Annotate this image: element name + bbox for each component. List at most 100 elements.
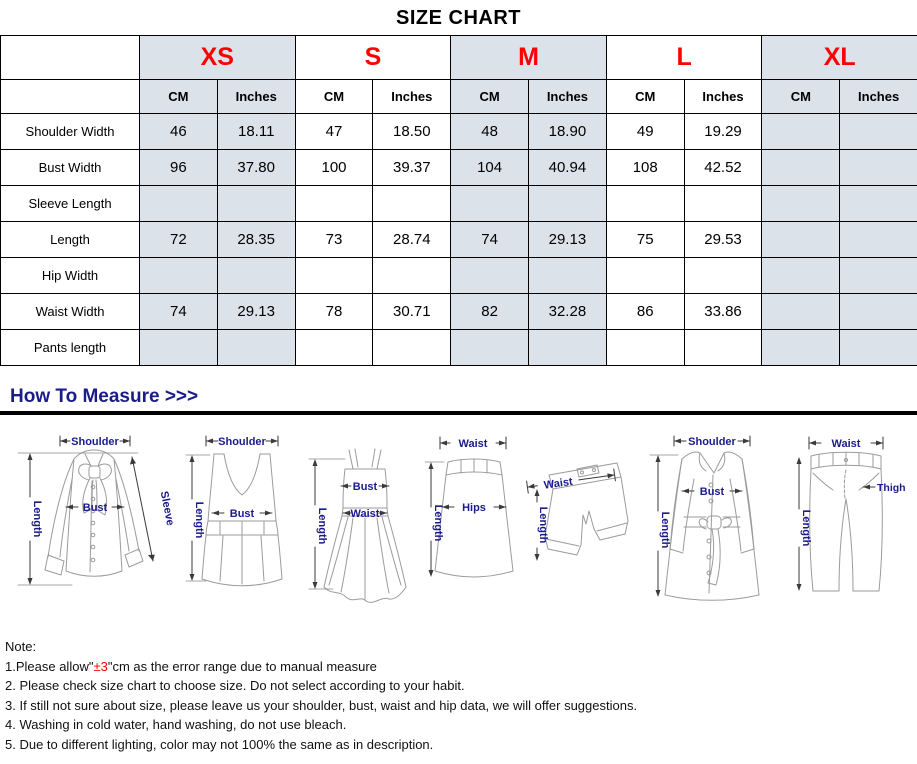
note-line-5: 5. Due to different lighting, color may … bbox=[5, 735, 917, 755]
cell bbox=[451, 258, 529, 294]
cell: 86 bbox=[606, 294, 684, 330]
figure-blouse: Shoulder Length Bust Sleeve bbox=[8, 429, 178, 624]
unit-header-inches: Inches bbox=[373, 80, 451, 114]
coat-length-label: Length bbox=[659, 512, 671, 549]
row-label: Waist Width bbox=[1, 294, 140, 330]
note-1-tolerance: ±3 bbox=[93, 659, 107, 674]
figure-tank-top: Shoulder Length Bust bbox=[178, 429, 303, 624]
cell bbox=[217, 330, 295, 366]
cell bbox=[762, 114, 840, 150]
cell: 75 bbox=[606, 222, 684, 258]
unit-header-inches: Inches bbox=[529, 80, 607, 114]
unit-header-inches: Inches bbox=[684, 80, 762, 114]
cell bbox=[373, 258, 451, 294]
cell bbox=[684, 330, 762, 366]
cell: 48 bbox=[451, 114, 529, 150]
cell: 18.11 bbox=[217, 114, 295, 150]
cell bbox=[762, 330, 840, 366]
page-title: SIZE CHART bbox=[0, 7, 917, 30]
pants-drawing bbox=[810, 452, 883, 591]
cell bbox=[217, 186, 295, 222]
size-header-row: XS S M L XL bbox=[1, 36, 917, 80]
dress-bust-label: Bust bbox=[353, 481, 378, 493]
skirt-drawing bbox=[435, 459, 513, 577]
row-label: Length bbox=[1, 222, 140, 258]
tank-bust-label: Bust bbox=[230, 508, 255, 520]
size-header-xs: XS bbox=[140, 36, 296, 80]
note-line-1: 1.Please allow"±3"cm as the error range … bbox=[5, 657, 917, 677]
note-1-pre: 1.Please allow" bbox=[5, 659, 93, 674]
figure-skirt: Waist Length Hips bbox=[418, 429, 523, 624]
cell: 28.35 bbox=[217, 222, 295, 258]
cell bbox=[840, 114, 917, 150]
blouse-bust-label: Bust bbox=[83, 502, 108, 514]
unit-header-inches: Inches bbox=[217, 80, 295, 114]
cell: 108 bbox=[606, 150, 684, 186]
row-label: Bust Width bbox=[1, 150, 140, 186]
cell bbox=[373, 186, 451, 222]
tank-top-dimension-arrows: Shoulder Length Bust bbox=[186, 436, 278, 581]
cell bbox=[684, 186, 762, 222]
cell: 39.37 bbox=[373, 150, 451, 186]
shorts-drawing bbox=[545, 463, 628, 555]
tank-shoulder-label: Shoulder bbox=[218, 436, 266, 448]
dress-length-label: Length bbox=[316, 508, 328, 545]
row-label: Pants length bbox=[1, 330, 140, 366]
cell bbox=[840, 186, 917, 222]
unit-header-cm: CM bbox=[140, 80, 218, 114]
size-header-l: L bbox=[606, 36, 762, 80]
cell bbox=[140, 186, 218, 222]
cell bbox=[762, 258, 840, 294]
table-row-hip-width: Hip Width bbox=[1, 258, 917, 294]
cell bbox=[606, 258, 684, 294]
cell bbox=[762, 150, 840, 186]
table-row-bust-width: Bust Width 96 37.80 100 39.37 104 40.94 … bbox=[1, 150, 917, 186]
blouse-sleeve-label: Sleeve bbox=[158, 490, 176, 527]
figure-pants: Waist Length Thigh bbox=[783, 429, 905, 624]
tank-length-label: Length bbox=[193, 502, 205, 539]
note-line-4: 4. Washing in cold water, hand washing, … bbox=[5, 715, 917, 735]
cell bbox=[295, 258, 373, 294]
cell: 28.74 bbox=[373, 222, 451, 258]
cell: 96 bbox=[140, 150, 218, 186]
cell: 37.80 bbox=[217, 150, 295, 186]
cell: 30.71 bbox=[373, 294, 451, 330]
table-row-sleeve-length: Sleeve Length bbox=[1, 186, 917, 222]
table-row-shoulder-width: Shoulder Width 46 18.11 47 18.50 48 18.9… bbox=[1, 114, 917, 150]
corner-cell bbox=[1, 36, 140, 80]
cell: 29.53 bbox=[684, 222, 762, 258]
blouse-shoulder-label: Shoulder bbox=[71, 436, 119, 448]
cell: 74 bbox=[140, 294, 218, 330]
cell: 72 bbox=[140, 222, 218, 258]
dress-waist-label: Waist bbox=[351, 508, 380, 520]
cell: 33.86 bbox=[684, 294, 762, 330]
row-label: Sleeve Length bbox=[1, 186, 140, 222]
cell: 74 bbox=[451, 222, 529, 258]
cell: 49 bbox=[606, 114, 684, 150]
cell: 78 bbox=[295, 294, 373, 330]
table-row-length: Length 72 28.35 73 28.74 74 29.13 75 29.… bbox=[1, 222, 917, 258]
cell: 47 bbox=[295, 114, 373, 150]
cell bbox=[529, 330, 607, 366]
cell: 40.94 bbox=[529, 150, 607, 186]
figure-coat: Shoulder Length Bust bbox=[638, 429, 783, 624]
cell: 32.28 bbox=[529, 294, 607, 330]
cell bbox=[529, 186, 607, 222]
coat-drawing bbox=[665, 452, 759, 600]
cell: 100 bbox=[295, 150, 373, 186]
unit-header-cm: CM bbox=[606, 80, 684, 114]
cell bbox=[840, 294, 917, 330]
cell bbox=[217, 258, 295, 294]
cell: 18.50 bbox=[373, 114, 451, 150]
size-header-s: S bbox=[295, 36, 451, 80]
coat-shoulder-label: Shoulder bbox=[688, 436, 736, 448]
figure-dress: Length Bust Waist bbox=[303, 429, 418, 624]
cell: 42.52 bbox=[684, 150, 762, 186]
note-line-2: 2. Please check size chart to choose siz… bbox=[5, 676, 917, 696]
pants-dimension-arrows: Waist Length Thigh bbox=[797, 437, 906, 591]
figure-shorts: Waist Length bbox=[523, 429, 638, 624]
notes-heading: Note: bbox=[5, 637, 917, 657]
cell bbox=[762, 186, 840, 222]
cell bbox=[606, 186, 684, 222]
pants-thigh-label: Thigh bbox=[877, 482, 905, 494]
